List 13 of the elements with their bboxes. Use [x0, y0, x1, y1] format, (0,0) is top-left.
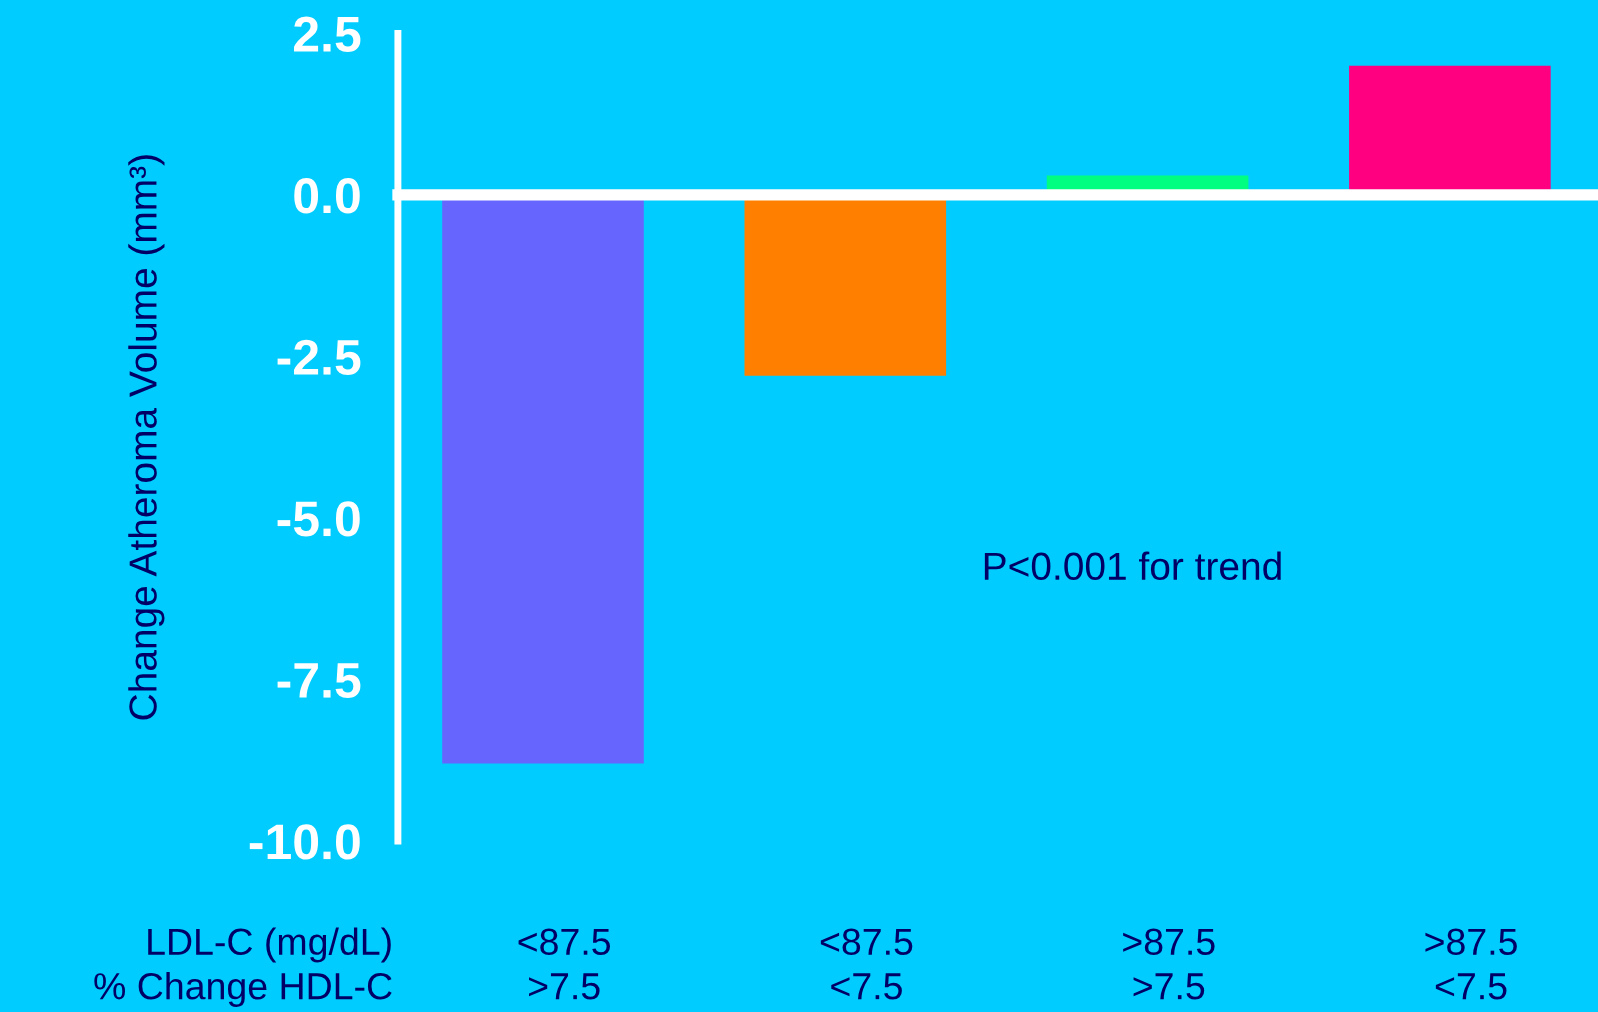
- x-tick-label: <87.5 <7.5: [820, 928, 913, 1000]
- y-tick-label: -7.5: [277, 663, 361, 699]
- text: LDL-C (mg/dL) % Change HDL-C: [94, 927, 392, 1007]
- x-tick-label: <87.5 >7.5: [518, 928, 611, 1000]
- y-tick-label: 0.0: [294, 178, 360, 214]
- y-tick-label: -5.0: [277, 501, 360, 537]
- x-tick-label: >87.5 <7.5: [1425, 928, 1517, 1000]
- x-tick-label: >87.5 >7.5: [1123, 928, 1215, 1000]
- y-axis-title: Change Atheroma Volume (mm³): [128, 155, 165, 720]
- y-tick-label: -2.5: [277, 339, 361, 376]
- y-tick-label: 2.5: [294, 16, 361, 53]
- annotation: P<0.001 for trend: [984, 551, 1281, 581]
- y-tick-label: -10.0: [249, 824, 360, 860]
